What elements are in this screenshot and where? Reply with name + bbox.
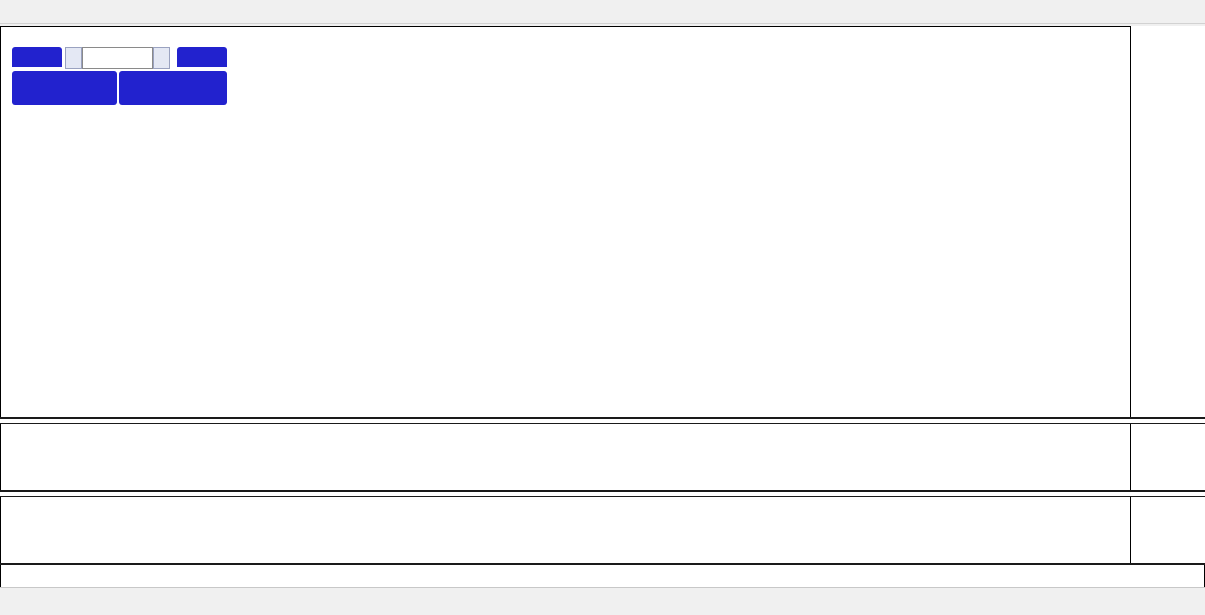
volume-decrease-button[interactable] bbox=[65, 47, 82, 69]
volume-input[interactable] bbox=[82, 47, 153, 69]
chart-tab-bar bbox=[0, 587, 1205, 615]
chart-title bbox=[8, 32, 19, 44]
pane-splitter-macd[interactable] bbox=[0, 417, 1205, 424]
sell-button[interactable] bbox=[12, 47, 62, 69]
macd-indicator-canvas[interactable] bbox=[1, 420, 1129, 490]
buy-button[interactable] bbox=[177, 47, 227, 69]
price-axis[interactable] bbox=[1130, 26, 1205, 563]
rsi-indicator-canvas[interactable] bbox=[1, 493, 1129, 563]
date-axis[interactable] bbox=[1, 565, 1129, 585]
one-click-trade-panel bbox=[12, 47, 227, 105]
volume-increase-button[interactable] bbox=[153, 47, 170, 69]
sell-price[interactable] bbox=[12, 71, 117, 105]
chart-bottom-frame bbox=[0, 563, 1205, 565]
pane-splitter-rsi[interactable] bbox=[0, 490, 1205, 497]
timeframe-toolbar bbox=[0, 0, 1205, 24]
buy-price[interactable] bbox=[119, 71, 227, 105]
